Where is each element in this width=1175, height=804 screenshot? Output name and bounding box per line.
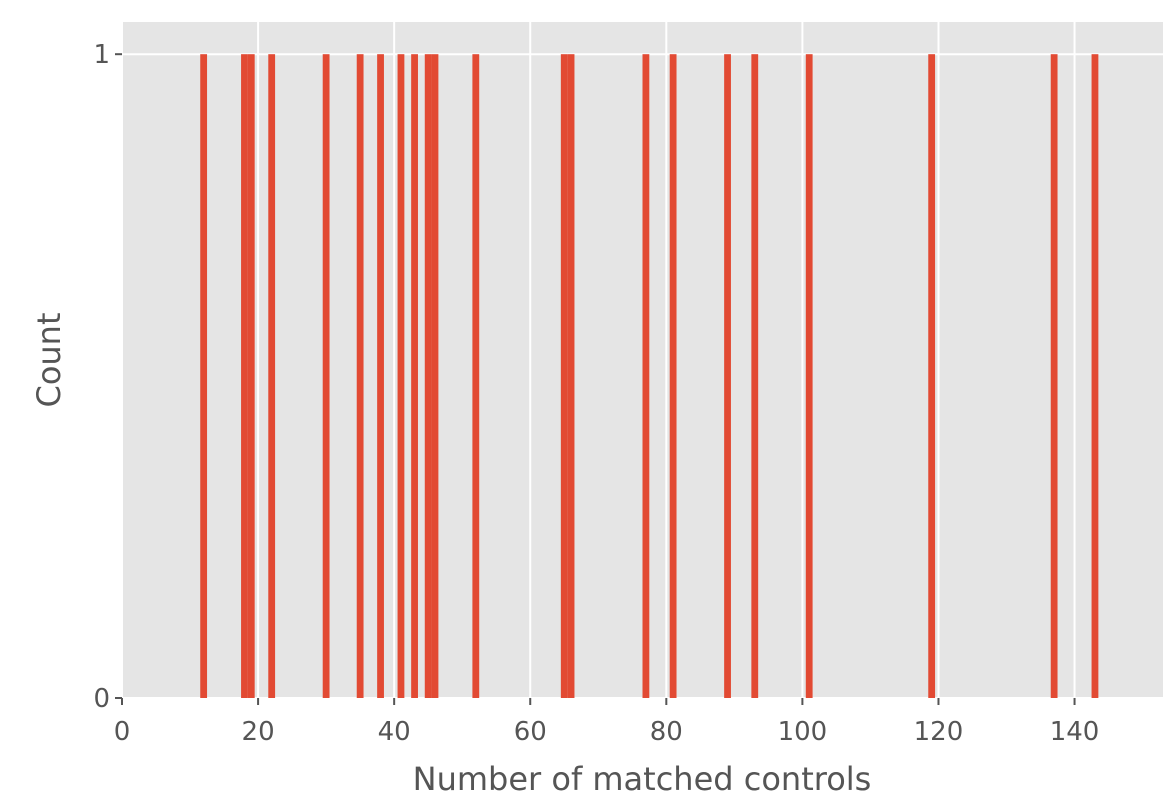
bar <box>424 54 432 698</box>
bar <box>724 54 731 698</box>
bar <box>247 54 255 698</box>
y-tick-label: 1 <box>93 40 110 70</box>
bar <box>642 54 650 698</box>
bar <box>268 54 276 698</box>
bar <box>560 54 568 698</box>
bar <box>356 54 364 698</box>
y-axis-label: Count <box>30 312 68 407</box>
x-tick-label: 60 <box>514 717 547 747</box>
x-tick-label: 20 <box>242 717 275 747</box>
bar <box>751 54 759 698</box>
bar <box>928 54 936 698</box>
axis-ticks: 0 20 40 60 80 100 120 140 0 1 <box>93 40 1099 747</box>
x-axis-label: Number of matched controls <box>413 760 872 798</box>
bar <box>322 54 330 698</box>
bar <box>805 54 813 698</box>
bar <box>567 54 575 698</box>
bar <box>669 54 677 698</box>
bar <box>241 54 248 698</box>
bar <box>377 54 384 698</box>
x-tick-label: 120 <box>914 717 964 747</box>
bar <box>1091 54 1099 698</box>
bar <box>411 54 418 698</box>
y-tick-label: 0 <box>93 684 110 714</box>
bar <box>397 54 405 698</box>
bar <box>472 54 480 698</box>
x-tick-label: 100 <box>778 717 828 747</box>
x-tick-label: 40 <box>378 717 411 747</box>
bar <box>200 54 208 698</box>
bars <box>200 54 1099 698</box>
bar <box>431 54 439 698</box>
x-tick-label: 140 <box>1050 717 1100 747</box>
bar <box>1050 54 1058 698</box>
x-tick-label: 0 <box>114 717 131 747</box>
x-tick-label: 80 <box>650 717 683 747</box>
